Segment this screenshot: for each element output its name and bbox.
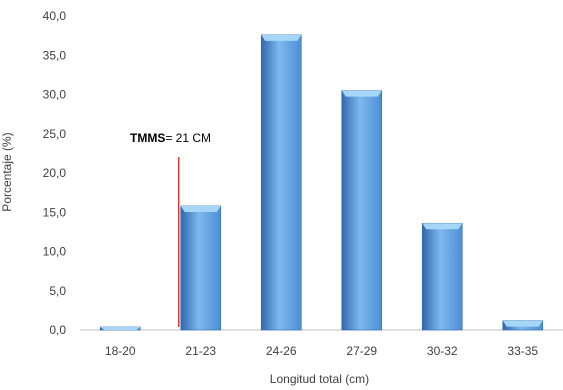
bar-top-highlight — [100, 327, 141, 330]
bar-top-highlight — [502, 320, 543, 327]
y-tick-label: 35,0 — [43, 48, 67, 62]
y-tick-label: 5,0 — [49, 284, 66, 298]
bar — [260, 34, 302, 331]
tmms-annotation-rest: = 21 CM — [165, 131, 211, 145]
y-tick-label: 25,0 — [43, 127, 67, 141]
x-tick-label: 21-23 — [185, 344, 216, 358]
tmms-annotation-bold: TMMS — [130, 131, 165, 145]
bar — [180, 205, 222, 331]
bar-top-highlight — [422, 223, 463, 230]
x-tick-label: 30-32 — [427, 344, 458, 358]
bar-top-highlight — [261, 34, 302, 41]
y-tick-label: 0,0 — [49, 323, 66, 337]
x-tick-label: 27-29 — [346, 344, 377, 358]
y-tick-label: 10,0 — [43, 245, 67, 259]
x-tick-label: 33-35 — [507, 344, 538, 358]
tmms-annotation: TMMS= 21 CM — [130, 131, 211, 145]
y-axis-title: Porcentaje (%) — [0, 132, 14, 211]
bar — [421, 222, 463, 331]
y-tick-label: 30,0 — [43, 88, 67, 102]
y-tick-label: 15,0 — [43, 205, 67, 219]
bar — [341, 90, 383, 331]
bar-top-highlight — [341, 90, 382, 97]
y-tick-label: 20,0 — [43, 166, 67, 180]
x-axis-ticks: 18-20 21-23 24-26 27-29 30-32 33-35 — [105, 344, 539, 358]
x-tick-label: 24-26 — [266, 344, 297, 358]
x-tick-label: 18-20 — [105, 344, 136, 358]
bars — [99, 34, 544, 331]
y-axis-ticks: 0,0 5,0 10,0 15,0 20,0 25,0 30,0 35,0 40,0 — [43, 9, 67, 337]
y-tick-label: 40,0 — [43, 9, 67, 23]
x-axis-title: Longitud total (cm) — [270, 372, 369, 386]
bar-top-highlight — [180, 205, 221, 212]
